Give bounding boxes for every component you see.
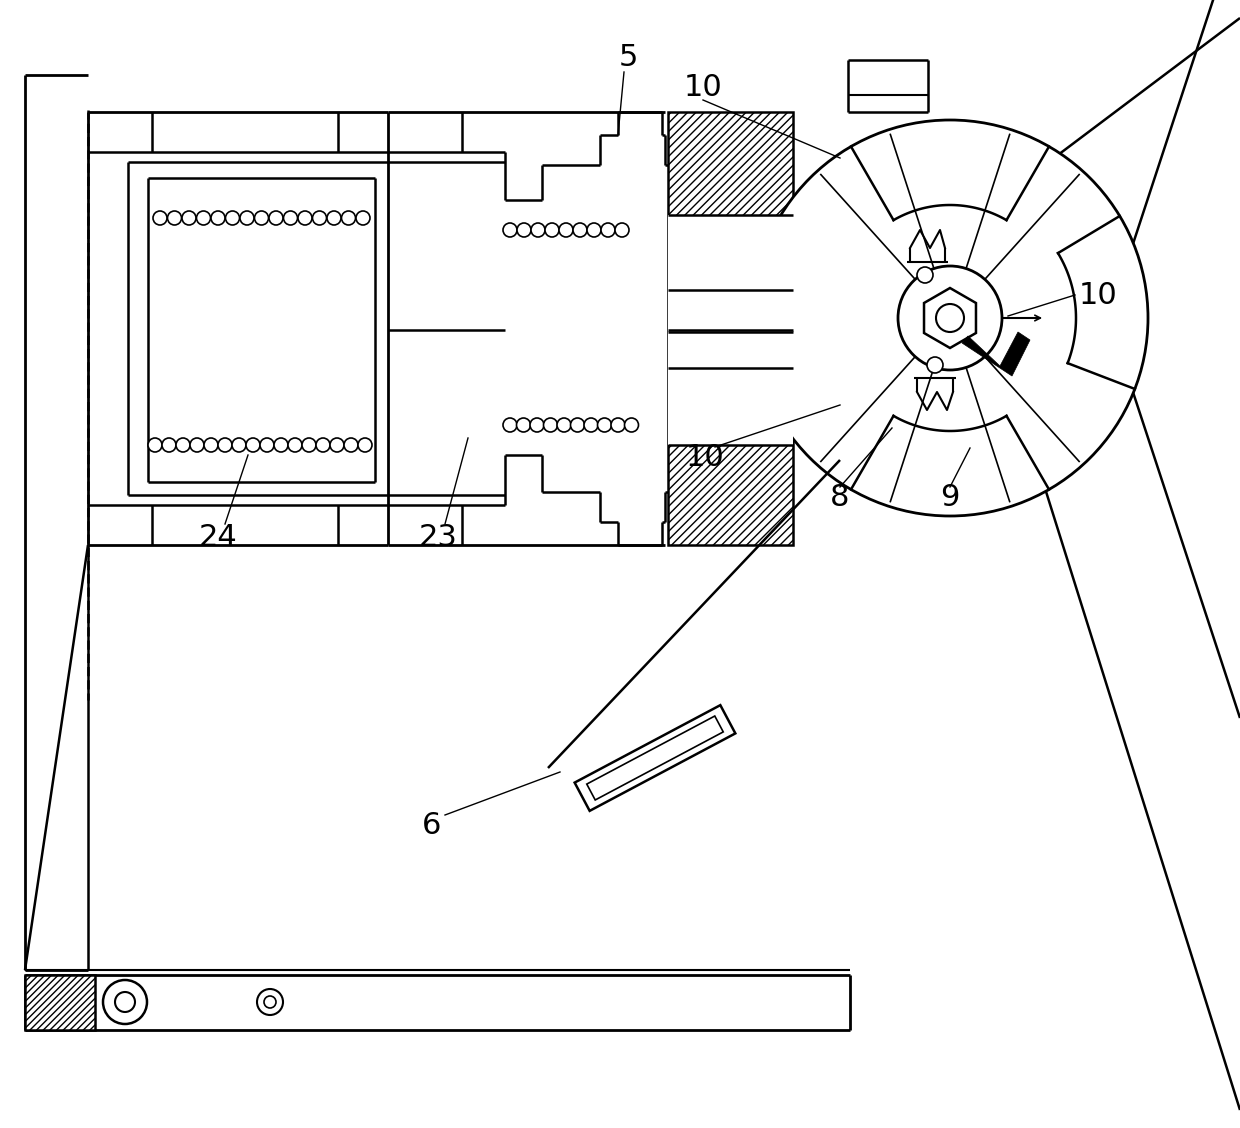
Circle shape [543, 418, 558, 432]
Circle shape [503, 223, 517, 237]
Circle shape [531, 223, 546, 237]
Text: 5: 5 [619, 44, 637, 72]
Text: 8: 8 [831, 484, 849, 512]
Text: 10: 10 [1079, 281, 1117, 309]
Bar [668, 112, 794, 545]
Circle shape [584, 418, 598, 432]
Circle shape [615, 223, 629, 237]
Circle shape [573, 223, 587, 237]
Circle shape [751, 120, 1148, 515]
Polygon shape [924, 288, 976, 349]
Circle shape [557, 418, 570, 432]
Circle shape [625, 418, 639, 432]
Circle shape [148, 438, 162, 452]
Text: 10: 10 [686, 443, 724, 473]
Circle shape [517, 223, 531, 237]
Text: 6: 6 [423, 811, 441, 839]
Text: 10: 10 [683, 73, 723, 103]
Circle shape [298, 211, 312, 224]
Circle shape [936, 305, 963, 332]
Circle shape [232, 438, 246, 452]
Circle shape [327, 211, 341, 224]
Circle shape [570, 418, 584, 432]
Circle shape [312, 211, 326, 224]
Circle shape [260, 438, 274, 452]
Circle shape [601, 223, 615, 237]
Circle shape [330, 438, 343, 452]
Circle shape [241, 211, 254, 224]
Circle shape [226, 211, 239, 224]
Circle shape [274, 438, 288, 452]
Circle shape [218, 438, 232, 452]
Circle shape [343, 438, 358, 452]
Circle shape [167, 211, 181, 224]
Circle shape [182, 211, 196, 224]
Circle shape [246, 438, 260, 452]
Circle shape [546, 223, 559, 237]
Circle shape [559, 223, 573, 237]
Circle shape [153, 211, 167, 224]
Circle shape [264, 996, 277, 1008]
Circle shape [918, 267, 932, 283]
Circle shape [587, 223, 601, 237]
Circle shape [898, 266, 1002, 370]
Circle shape [254, 211, 269, 224]
Circle shape [503, 418, 517, 432]
Bar [25, 975, 95, 1030]
Circle shape [303, 438, 316, 452]
Circle shape [257, 989, 283, 1015]
Text: 23: 23 [419, 523, 458, 553]
Circle shape [103, 980, 148, 1024]
Circle shape [176, 438, 190, 452]
Circle shape [611, 418, 625, 432]
Circle shape [205, 438, 218, 452]
Circle shape [162, 438, 176, 452]
Circle shape [356, 211, 370, 224]
Circle shape [211, 211, 224, 224]
Circle shape [529, 418, 544, 432]
Text: 9: 9 [940, 484, 960, 512]
Circle shape [928, 356, 942, 373]
Bar [668, 215, 794, 331]
Circle shape [196, 211, 211, 224]
Circle shape [288, 438, 303, 452]
Circle shape [284, 211, 298, 224]
Circle shape [341, 211, 356, 224]
Circle shape [316, 438, 330, 452]
Circle shape [517, 418, 531, 432]
Circle shape [598, 418, 611, 432]
Circle shape [269, 211, 283, 224]
Polygon shape [587, 716, 723, 800]
Circle shape [190, 438, 205, 452]
Polygon shape [574, 705, 735, 811]
Bar [668, 332, 794, 446]
Circle shape [115, 992, 135, 1012]
Bar [668, 290, 794, 368]
Text: 24: 24 [198, 523, 237, 553]
Circle shape [358, 438, 372, 452]
Polygon shape [962, 332, 1030, 376]
